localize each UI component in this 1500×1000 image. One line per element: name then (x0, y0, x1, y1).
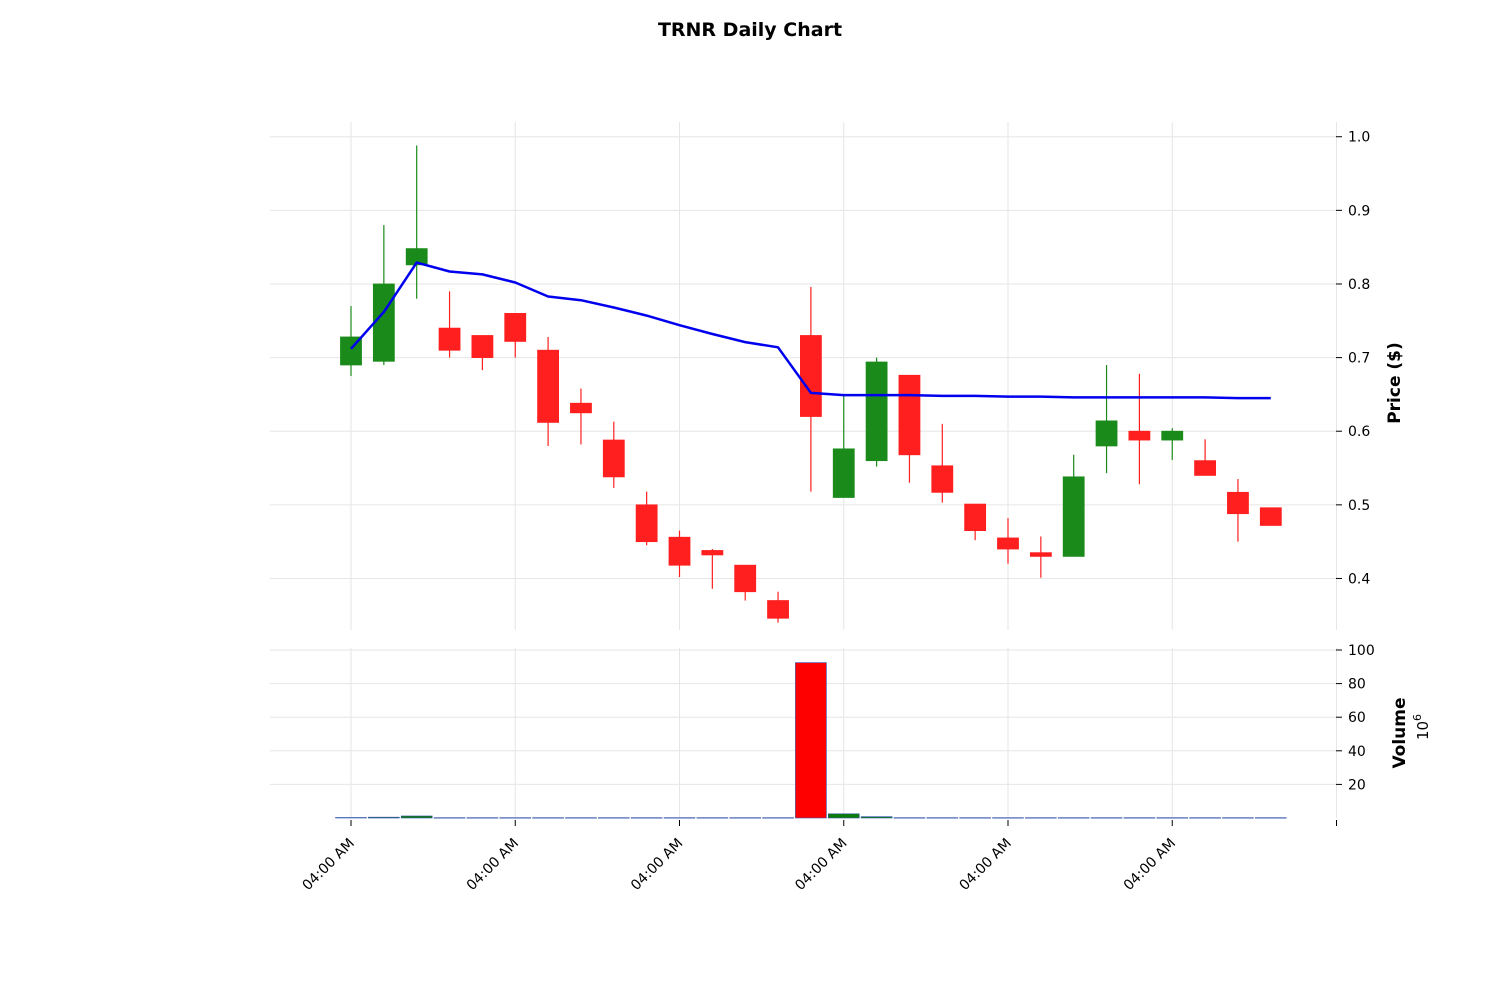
volume-panel (335, 662, 1287, 819)
price-tick-label: 0.6 (1348, 424, 1370, 440)
volume-bar (499, 817, 532, 819)
volume-axis-label-group: Volume (1390, 697, 1410, 768)
candle-body (1029, 552, 1052, 557)
volume-bar (762, 817, 794, 819)
candle-body (997, 537, 1019, 550)
svg-text:106: 106 (1411, 714, 1432, 740)
volume-bar (959, 817, 991, 819)
volume-multiplier-base: 10 (1414, 721, 1432, 740)
candle-body (832, 448, 855, 498)
candle-body (438, 327, 461, 351)
volume-bar (532, 817, 564, 819)
price-tick-label: 0.9 (1348, 203, 1370, 219)
x-tick-label: 04:00 AM (957, 836, 1015, 894)
volume-bar (795, 662, 827, 819)
volume-bar (926, 817, 959, 819)
price-panel (340, 145, 1282, 623)
volume-tick-label: 40 (1348, 744, 1366, 760)
volume-bar (466, 817, 499, 819)
candle-body (602, 439, 625, 478)
price-axis-label: Price ($) (1385, 342, 1405, 424)
volume-axis-label: Volume (1390, 697, 1410, 768)
volume-tick-label: 60 (1348, 710, 1366, 726)
candle-body (898, 374, 921, 456)
candle-body (931, 465, 954, 493)
chart-title: TRNR Daily Chart (658, 19, 842, 41)
candle-body (865, 361, 888, 462)
volume-bar (696, 817, 729, 819)
volume-bar (1156, 817, 1189, 819)
candle-body (471, 335, 494, 358)
volume-bar (860, 816, 893, 819)
candle-body (1259, 507, 1282, 526)
volume-bar (565, 817, 597, 819)
candle-body (504, 313, 527, 342)
volume-bar (433, 817, 466, 819)
candle-body (964, 503, 987, 532)
candle-body (1062, 476, 1085, 557)
volume-bar (400, 815, 433, 819)
price-tick-label: 0.4 (1348, 571, 1370, 587)
candle-body (1095, 420, 1118, 447)
x-tick-label: 04:00 AM (628, 836, 686, 894)
volume-bar (1090, 817, 1123, 819)
volume-bar (992, 817, 1024, 819)
candle-body (1161, 430, 1184, 441)
moving-average-line (350, 261, 1271, 400)
x-tick-label: 04:00 AM (792, 836, 850, 894)
candle-body (668, 536, 691, 566)
moving-average-layer (350, 261, 1271, 400)
volume-bar (1222, 817, 1254, 819)
volume-bar (729, 817, 762, 819)
volume-multiplier-group: 106 (1411, 714, 1432, 740)
volume-bar (1189, 817, 1221, 819)
volume-bar (1025, 817, 1057, 819)
x-tick-label: 04:00 AM (300, 836, 358, 894)
price-tick-label: 0.8 (1348, 277, 1370, 293)
volume-bar (630, 817, 663, 819)
volume-bar (335, 817, 367, 819)
volume-bar (1123, 817, 1156, 819)
x-tick-label: 04:00 AM (464, 836, 522, 894)
candle-body (537, 349, 559, 423)
candle-body (1227, 491, 1249, 515)
price-tick-label: 0.5 (1348, 498, 1370, 514)
volume-bar (368, 816, 400, 819)
candle-body (800, 335, 822, 417)
candle-body (701, 550, 724, 556)
volume-bar (1255, 817, 1287, 819)
price-tick-label: 0.7 (1348, 351, 1370, 367)
price-tick-label: 1.0 (1348, 130, 1370, 146)
volume-multiplier-exponent: 6 (1411, 714, 1424, 721)
candle-body (372, 283, 395, 362)
candle-body (570, 402, 592, 414)
volume-tick-label: 20 (1348, 777, 1366, 793)
candle-body (1128, 430, 1151, 441)
volume-bar (893, 817, 926, 819)
candle-body (734, 564, 757, 593)
candle-body (635, 504, 658, 543)
volume-bar (1057, 817, 1090, 819)
volume-bar (663, 817, 696, 819)
volume-tick-label: 80 (1348, 677, 1366, 693)
candle-body (1194, 460, 1216, 476)
volume-tick-label: 100 (1348, 643, 1375, 659)
volume-bar (827, 813, 860, 819)
volume-bar (597, 817, 630, 819)
candle-body (767, 600, 789, 619)
x-tick-label: 04:00 AM (1121, 836, 1179, 894)
axes: 04:00 AM 04:00 AM 04:00 AM 04:00 AM 04:00 AM… (300, 130, 1375, 894)
